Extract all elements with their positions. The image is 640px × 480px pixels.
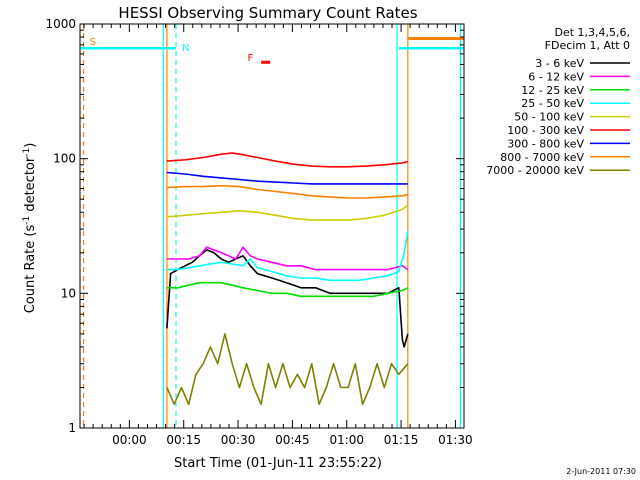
plot-frame xyxy=(79,23,465,429)
legend-entry-label: 300 - 800 keV xyxy=(507,137,584,150)
legend-entry-label: 50 - 100 keV xyxy=(514,111,584,124)
y-tick-label: 100 xyxy=(53,152,76,166)
y-axis-label-part: ) xyxy=(23,143,38,148)
legend-entry-label: 3 - 6 keV xyxy=(535,57,584,70)
series-line xyxy=(166,333,409,406)
y-axis-label-exponent: -1 xyxy=(22,148,32,157)
x-tick-label: 00:30 xyxy=(221,433,256,447)
event-label-f: F xyxy=(248,53,254,64)
legend-entry-label: 800 - 7000 keV xyxy=(500,151,584,164)
y-tick-label: 1000 xyxy=(45,17,76,31)
y-axis-label-part: detector xyxy=(23,156,38,216)
x-tick-label: 01:15 xyxy=(384,433,419,447)
event-label-s: S xyxy=(90,37,96,48)
series-line xyxy=(166,281,409,298)
footer-timestamp: 2-Jun-2011 07:30 xyxy=(566,467,636,476)
x-tick-label: 01:30 xyxy=(438,433,473,447)
legend-header-line: FDecim 1, Att 0 xyxy=(545,39,630,52)
series-line xyxy=(166,230,409,282)
legend: Det 1,3,4,5,6, FDecim 1, Att 0 3 - 6 keV… xyxy=(486,26,630,177)
x-tick-label: 00:45 xyxy=(275,433,310,447)
series-line xyxy=(166,204,409,221)
y-axis-label: Count Rate (s-1 detector-1) xyxy=(22,143,38,314)
legend-header-line: Det 1,3,4,5,6, xyxy=(554,26,630,39)
y-axis-label-exponent: -1 xyxy=(22,216,32,225)
series-line xyxy=(166,249,409,348)
legend-entry-label: 12 - 25 keV xyxy=(521,84,584,97)
x-tick-label: 00:00 xyxy=(112,433,147,447)
y-tick-label: 10 xyxy=(61,286,76,300)
y-tick-label: 1 xyxy=(68,421,76,435)
x-tick-label: 00:15 xyxy=(166,433,201,447)
event-label-n: N xyxy=(182,43,189,54)
legend-entry-label: 25 - 50 keV xyxy=(521,97,584,110)
legend-entry-label: 7000 - 20000 keV xyxy=(486,164,584,177)
legend-entry-label: 100 - 300 keV xyxy=(507,124,584,137)
axes: 1 10 100 1000 00:00 00:15 00:30 00:45 01:00 01:15… xyxy=(45,17,472,447)
y-axis-label-part: Count Rate (s xyxy=(23,225,38,314)
chart-title: HESSI Observing Summary Count Rates xyxy=(118,4,417,22)
plot-area: S N F xyxy=(80,24,464,428)
legend-entry-label: 6 - 12 keV xyxy=(528,70,584,83)
series-line xyxy=(166,184,408,199)
series-line xyxy=(166,246,409,271)
series-line xyxy=(166,171,408,185)
x-tick-label: 01:00 xyxy=(329,433,364,447)
series-line xyxy=(166,152,408,168)
x-axis-label: Start Time (01-Jun-11 23:55:22) xyxy=(174,456,382,471)
